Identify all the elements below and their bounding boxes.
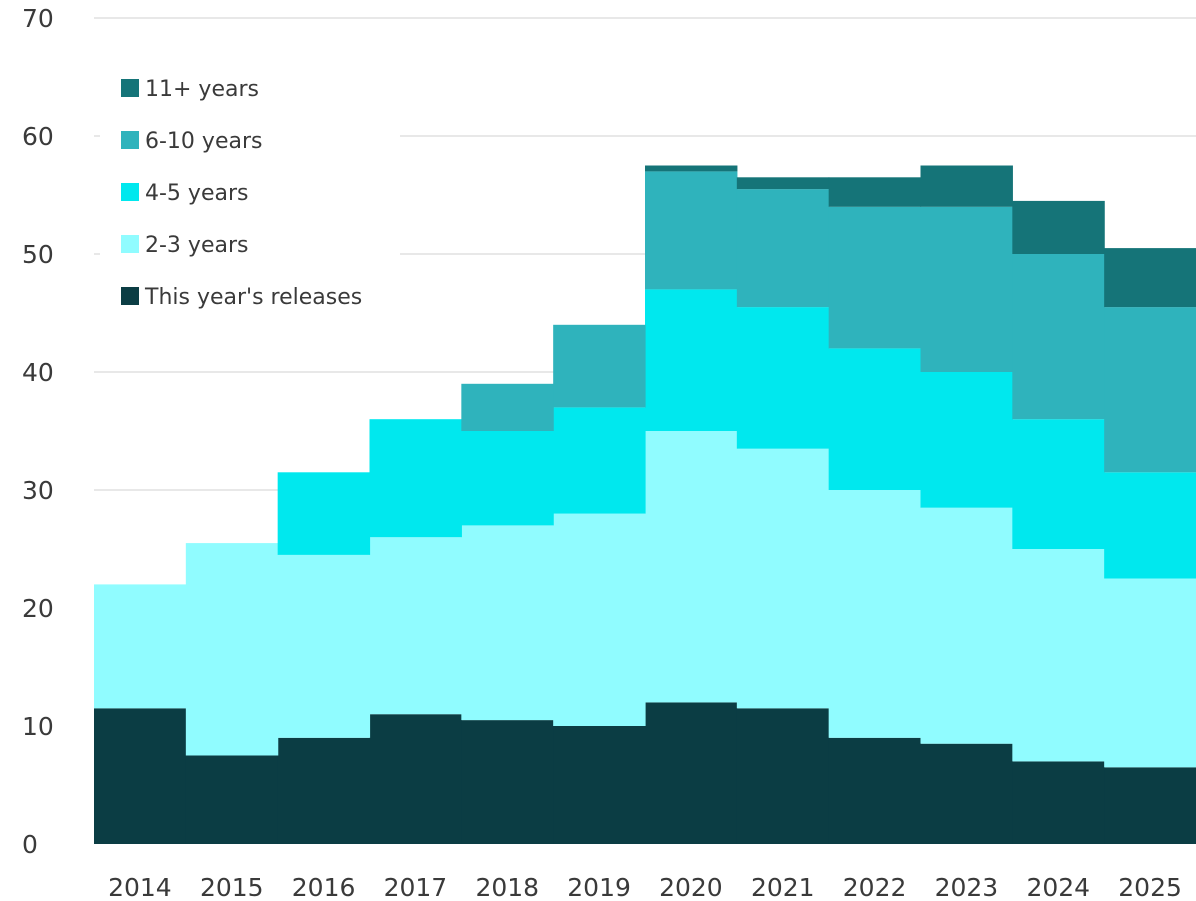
legend-background [100,60,400,328]
area-segment [461,383,554,431]
area-segment [1104,472,1196,579]
area-segment [461,525,554,721]
area-segment [736,448,830,709]
y-tick-label: 60 [22,122,54,151]
area-segment [920,165,1013,207]
legend-label: 11+ years [145,77,259,102]
area-segment [736,177,830,190]
area-segment [1104,578,1196,768]
y-tick-label: 50 [22,240,54,269]
series-2 [277,289,1196,579]
area-segment [185,755,279,844]
area-segment [645,702,738,844]
area-segment [828,737,922,844]
y-tick-label: 70 [22,4,54,33]
area-segment [828,206,922,349]
area-segment [461,431,554,526]
area-segment [1104,767,1196,844]
area-segment [920,206,1013,372]
area-segment [553,324,646,408]
area-segment [920,372,1013,508]
y-axis: 0 10 20 30 40 50 60 70 [22,4,54,859]
legend-swatch [121,79,139,97]
area-segment [277,737,371,844]
area-segment [1104,307,1196,473]
x-tick-label: 2023 [935,873,999,901]
plot-area [94,165,1196,844]
series-0 [94,702,1196,844]
area-segment [94,584,187,709]
area-segment [553,407,646,514]
x-tick-label: 2016 [292,873,356,901]
area-segment [645,289,738,431]
x-tick-label: 2015 [200,873,264,901]
area-segment [553,513,646,726]
y-tick-label: 20 [22,594,54,623]
area-segment [277,554,371,738]
x-tick-label: 2024 [1026,873,1090,901]
area-segment [828,490,922,738]
y-tick-label: 40 [22,358,54,387]
legend-label: 6-10 years [145,129,262,154]
series-3 [461,171,1196,473]
area-segment [645,431,738,703]
area-segment [645,171,738,290]
x-tick-label: 2020 [659,873,723,901]
area-segment [645,165,738,172]
legend-label: This year's releases [144,285,362,310]
area-segment [1012,254,1105,420]
x-tick-label: 2018 [475,873,539,901]
x-tick-label: 2021 [751,873,815,901]
legend-swatch [121,287,139,305]
legend-label: 2-3 years [145,233,248,258]
x-tick-label: 2025 [1118,873,1182,901]
y-tick-label: 0 [22,830,38,859]
area-segment [461,720,554,844]
legend: 11+ years 6-10 years 4-5 years 2-3 years Thi… [100,60,400,328]
area-segment [1012,549,1105,762]
legend-swatch [121,235,139,253]
area-segment [1012,761,1105,844]
x-tick-label: 2019 [567,873,631,901]
area-segment [736,708,830,844]
series-4 [645,165,1196,308]
area-segment [369,537,462,715]
area-segment [920,743,1013,844]
area-segment [185,543,279,756]
area-segment [553,726,646,844]
legend-swatch [121,131,139,149]
series-1 [94,431,1196,768]
x-axis: 2014 2015 2016 2017 2018 2019 2020 2021 2022 2023… [108,873,1182,901]
area-segment [1012,419,1105,549]
legend-swatch [121,183,139,201]
x-tick-label: 2014 [108,873,172,901]
area-segment [369,714,462,844]
legend-label: 4-5 years [145,181,248,206]
area-segment [94,708,187,844]
area-segment [736,189,830,308]
area-segment [736,307,830,449]
area-segment [369,419,462,538]
area-segment [828,177,922,207]
y-tick-label: 10 [22,712,54,741]
area-segment [277,472,371,555]
area-segment [828,348,922,490]
area-segment [920,507,1013,744]
area-segment [1012,200,1105,254]
x-tick-label: 2022 [843,873,907,901]
x-tick-label: 2017 [384,873,448,901]
area-segment [1104,248,1196,308]
y-tick-label: 30 [22,476,54,505]
